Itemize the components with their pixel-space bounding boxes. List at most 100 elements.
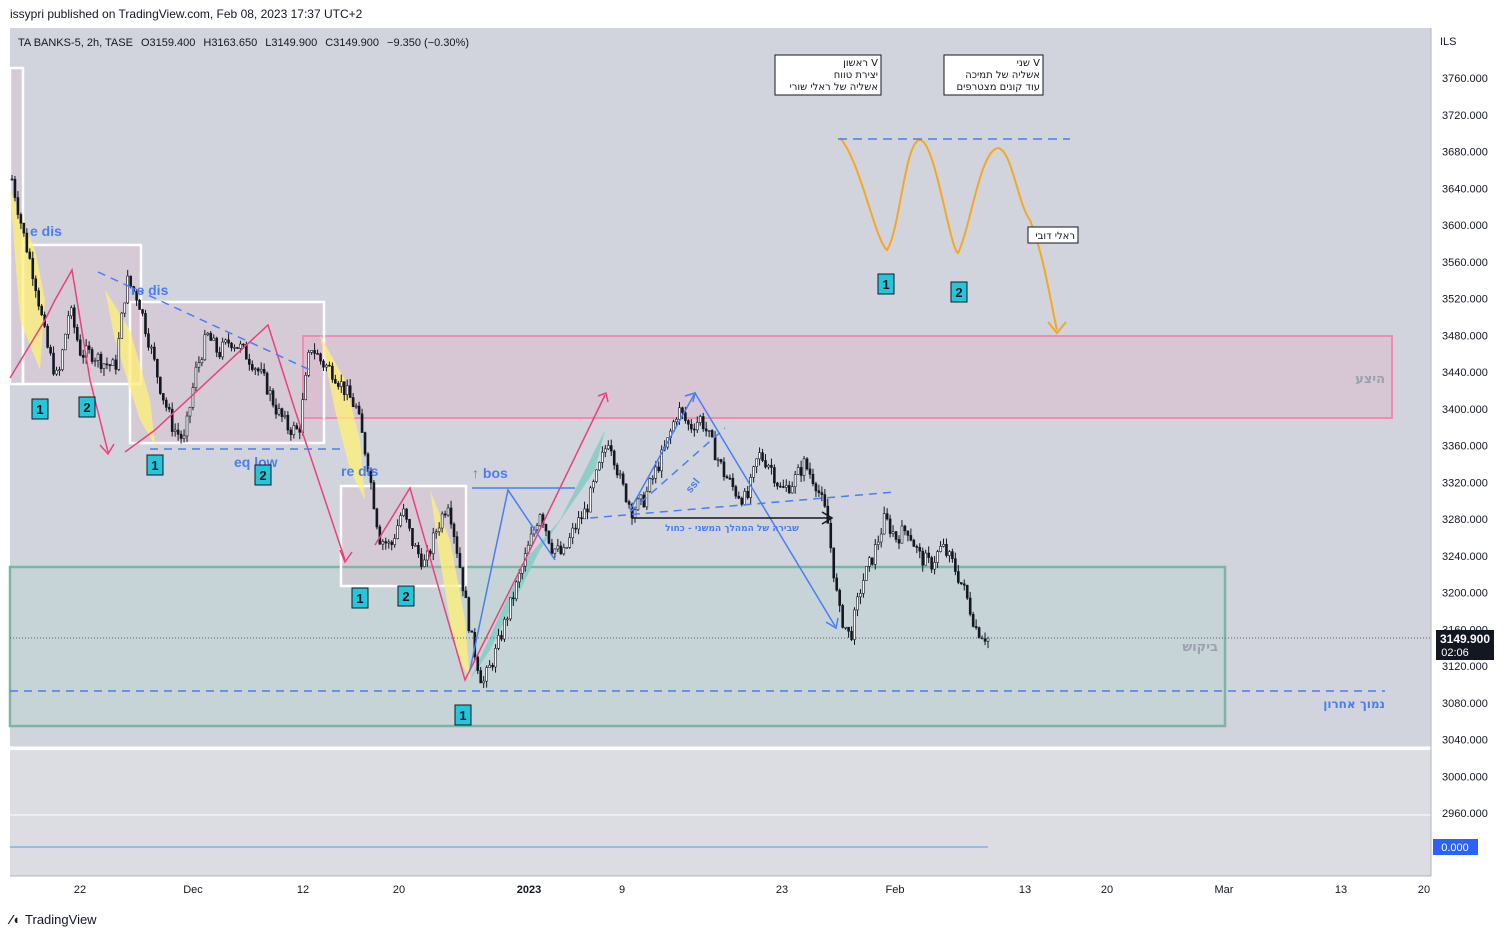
candle-body (945, 544, 948, 556)
pink-arrows (9, 267, 609, 683)
candle-body (701, 416, 705, 430)
pink-arrowhead-3 (597, 391, 609, 403)
supply-zone[interactable] (302, 335, 1393, 419)
footer-brand[interactable]: TradingView (25, 912, 97, 927)
candle-body (357, 405, 361, 415)
candle-body (900, 525, 904, 544)
candle-body (215, 337, 218, 353)
legend: TA BANKS-5, 2h, TASE O3159.400 H3163.650 L3… (18, 37, 469, 49)
candle-body (209, 332, 213, 341)
candle-body (61, 349, 64, 370)
svg-text:ראלי דובי: ראלי דובי (1035, 231, 1075, 242)
candle-body (31, 258, 35, 280)
legend-low: L3149.900 (265, 37, 317, 49)
candle-body (369, 471, 373, 483)
blue-arrowhead-2 (684, 391, 697, 403)
candle-body (233, 347, 236, 349)
candle-body (393, 538, 396, 545)
candle-body (81, 355, 85, 358)
candle-body (565, 547, 569, 549)
candle-body (449, 507, 453, 525)
candle-body (96, 353, 100, 361)
candle-body (645, 491, 649, 508)
candle-body (924, 552, 928, 566)
legend-symbol: TA BANKS-5, 2h, TASE (18, 37, 133, 49)
candle-body (879, 533, 883, 543)
candle-body (194, 366, 198, 388)
candle-body (476, 656, 480, 671)
candle-body (22, 222, 26, 234)
x-tick-label: 13 (1335, 884, 1347, 896)
candle-body (621, 473, 625, 485)
candle-body (99, 353, 103, 369)
candle-body (230, 342, 233, 349)
break-arrow (632, 511, 834, 525)
candle-body (556, 545, 560, 550)
candle-body (488, 664, 491, 668)
re-dis-label-3: re dis (341, 463, 379, 479)
candle-body (589, 487, 592, 513)
candle-body (906, 530, 910, 536)
candle-body (604, 448, 607, 453)
candle-body (313, 350, 316, 354)
y-tick-label: 3360.000 (1442, 441, 1488, 453)
candle-body (19, 214, 23, 224)
candle-body (354, 405, 358, 408)
candle-body (983, 638, 987, 642)
supply-zone-label: היצע (1355, 372, 1385, 387)
candle-body (743, 491, 747, 505)
candle-body (930, 557, 933, 570)
candle-body (328, 364, 331, 367)
pink-arrowhead-1 (99, 443, 115, 456)
candle-body (182, 435, 186, 439)
candle-body (102, 363, 106, 369)
demand-zone[interactable] (8, 565, 1227, 728)
y-tick-label: 3480.000 (1442, 330, 1488, 342)
note-first: ראשון V יצירת טווח אשליה של ראלי שורי (774, 54, 882, 96)
candle-body (888, 518, 892, 534)
candle-body (746, 491, 750, 498)
y-tick-label: 3080.000 (1442, 698, 1488, 710)
svg-text:1: 1 (882, 277, 889, 292)
candle-body (417, 545, 420, 555)
step-badge: 2 (397, 585, 415, 607)
candle-body (150, 346, 153, 349)
candle-body (909, 535, 913, 541)
candle-body (974, 626, 978, 628)
candle-body (87, 345, 91, 350)
candles (10, 174, 990, 688)
candle-body (948, 551, 951, 556)
candle-body (517, 573, 521, 583)
x-tick-label: 9 (619, 884, 625, 896)
y-tick-label: 3200.000 (1442, 588, 1488, 600)
candle-body (185, 415, 189, 437)
candle-body (497, 635, 500, 649)
last-price-box (1436, 630, 1494, 660)
candle-body (660, 449, 663, 472)
x-tick-label: 22 (74, 884, 86, 896)
candle-body (868, 557, 871, 567)
candle-body (509, 597, 512, 620)
candle-body (191, 387, 195, 408)
candle-body (568, 537, 572, 548)
candle-body (147, 333, 150, 348)
candle-body (446, 507, 450, 516)
candle-body (598, 462, 601, 471)
candle-body (627, 501, 631, 505)
candle-body (250, 364, 254, 370)
re-dis-label-1: e dis (30, 223, 62, 239)
candle-body (796, 467, 800, 475)
candle-body (13, 178, 17, 198)
candle-body (710, 430, 714, 438)
candle-body (820, 492, 824, 495)
currency-label: ILS (1440, 36, 1457, 48)
candle-body (544, 524, 548, 532)
candle-body (384, 541, 388, 544)
candle-body (577, 517, 580, 530)
candle-body (411, 528, 414, 546)
candle-body (470, 630, 474, 633)
candle-body (381, 541, 385, 545)
candle-body (325, 364, 328, 368)
svg-text:2: 2 (955, 285, 962, 300)
